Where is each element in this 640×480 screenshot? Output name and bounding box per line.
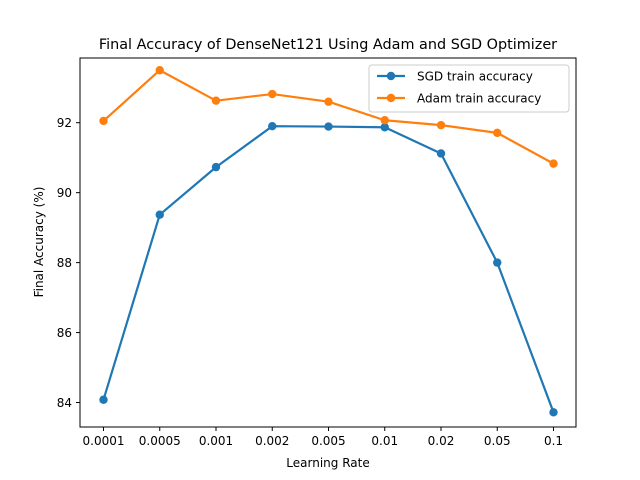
data-point-series-1 bbox=[549, 159, 558, 168]
data-point-series-0 bbox=[268, 122, 277, 131]
y-tick-label: 86 bbox=[57, 326, 72, 340]
data-point-series-0 bbox=[211, 162, 221, 172]
data-point-series-1 bbox=[436, 120, 446, 130]
data-point-series-0 bbox=[380, 123, 389, 132]
y-tick-label: 92 bbox=[57, 116, 72, 130]
x-tick-label: 0.02 bbox=[428, 434, 455, 448]
x-tick-label: 0.01 bbox=[371, 434, 398, 448]
x-tick-label: 0.005 bbox=[311, 434, 345, 448]
x-tick-label: 0.0005 bbox=[139, 434, 181, 448]
data-point-series-1 bbox=[380, 116, 389, 125]
x-axis-title: Learning Rate bbox=[286, 456, 369, 470]
y-axis-title: Final Accuracy (%) bbox=[32, 187, 46, 298]
data-point-series-1 bbox=[155, 66, 164, 75]
y-tick-label: 84 bbox=[57, 396, 72, 410]
plot-area: 0.0001 0.0005 0.001 0.002 0.005 0.01 0.02 0.05 0… bbox=[57, 57, 577, 448]
data-point-series-1 bbox=[324, 97, 333, 106]
x-tick-label: 0.0001 bbox=[83, 434, 125, 448]
data-point-series-0 bbox=[99, 395, 108, 404]
legend-swatch-marker bbox=[386, 93, 396, 103]
x-tick-label: 0.001 bbox=[199, 434, 233, 448]
data-point-series-0 bbox=[493, 258, 502, 267]
data-point-series-0 bbox=[549, 408, 558, 417]
x-tick-label: 0.1 bbox=[544, 434, 563, 448]
data-point-series-1 bbox=[211, 96, 221, 105]
data-point-series-1 bbox=[493, 128, 502, 138]
legend-swatch-marker bbox=[386, 71, 396, 81]
legend-label: Adam train accuracy bbox=[417, 92, 541, 106]
x-tick-label: 0.05 bbox=[484, 434, 511, 448]
data-point-series-1 bbox=[99, 116, 108, 126]
x-tick-label: 0.002 bbox=[255, 434, 289, 448]
data-point-series-0 bbox=[155, 210, 164, 219]
data-point-series-0 bbox=[324, 122, 333, 131]
chart-title: Final Accuracy of DenseNet121 Using Adam… bbox=[99, 37, 557, 53]
legend-label: SGD train accuracy bbox=[417, 70, 533, 84]
legend-box bbox=[368, 64, 570, 113]
data-point-series-1 bbox=[268, 89, 277, 99]
data-point-series-0 bbox=[436, 149, 446, 158]
y-tick-label: 90 bbox=[57, 186, 72, 200]
y-tick-label: 88 bbox=[57, 256, 72, 270]
